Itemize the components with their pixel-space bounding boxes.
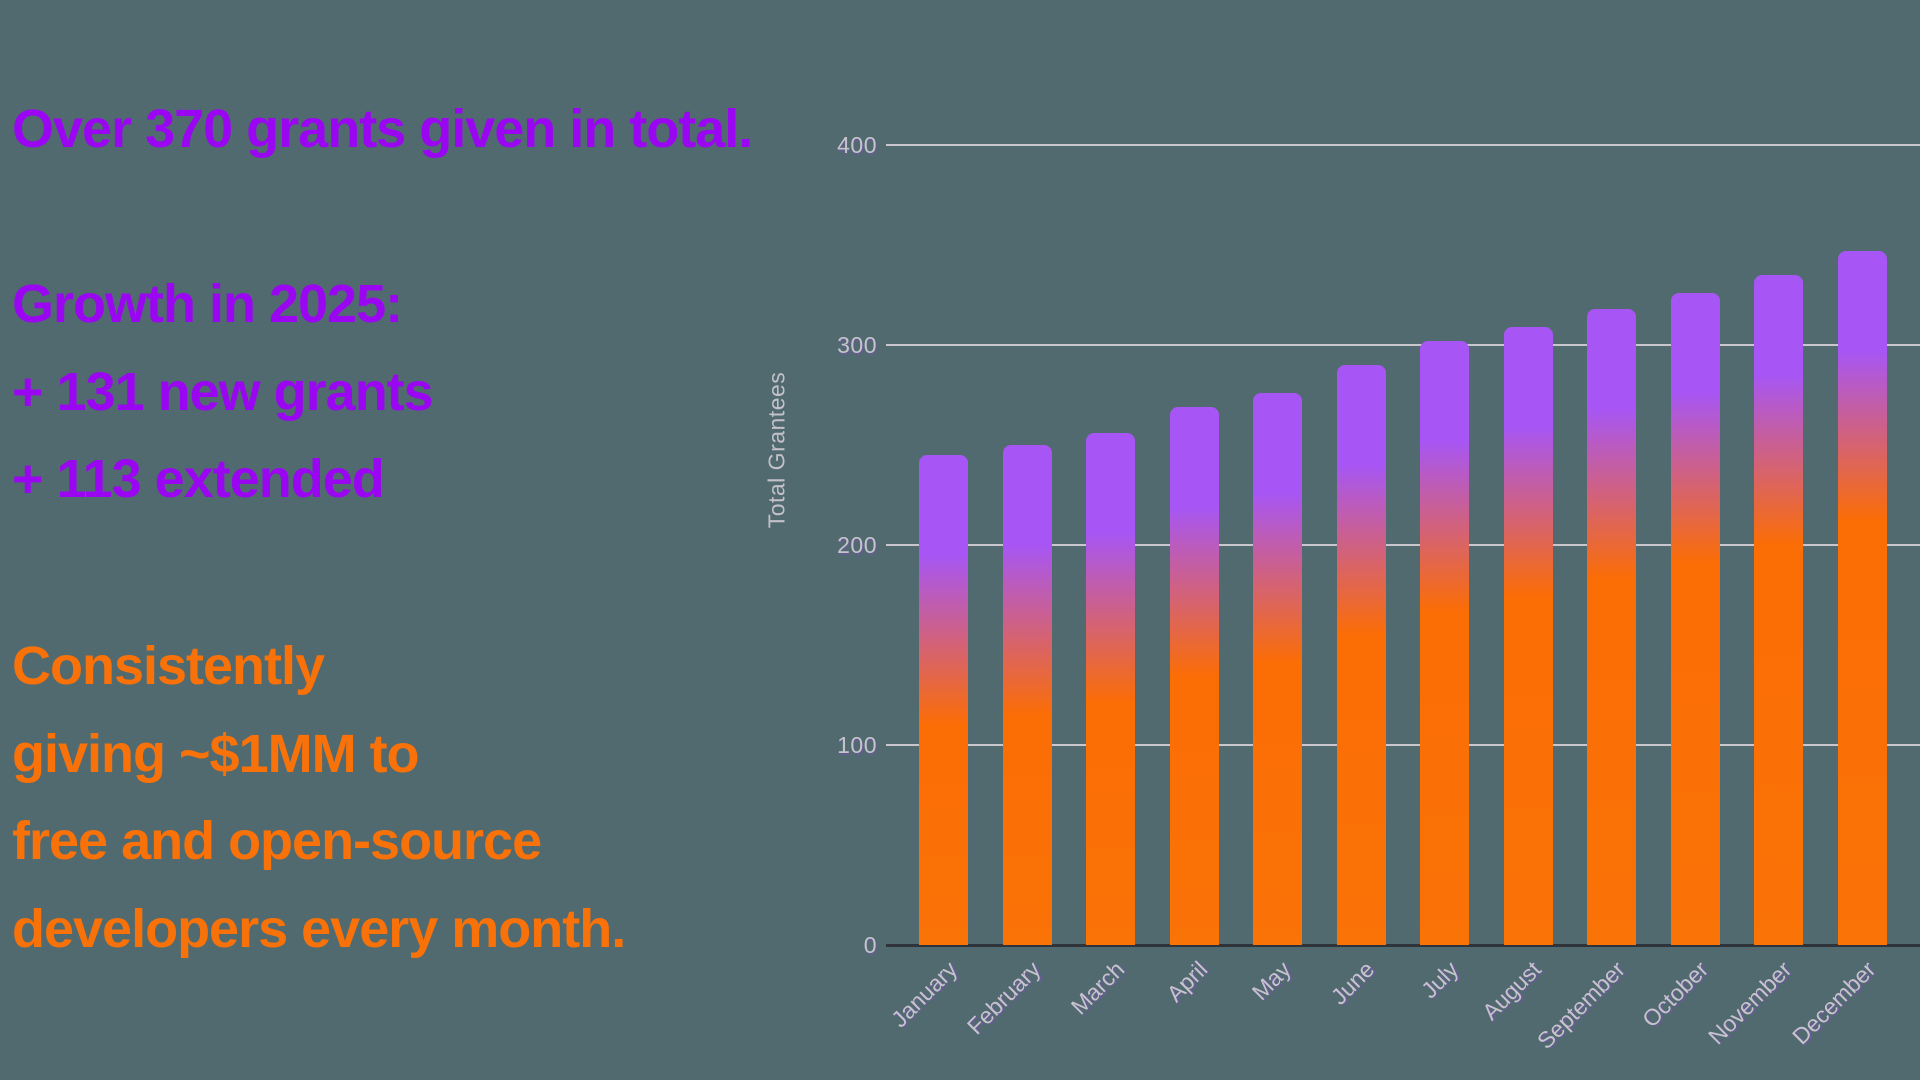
gridline-400 [886,144,1920,146]
stat-line-2: + 131 new grants [12,362,434,422]
x-tick-label-august: August [1477,956,1547,1026]
x-tick-label-may: May [1246,956,1296,1006]
x-tick-label-january: January [885,956,962,1033]
y-tick-label-300: 300 [837,332,877,358]
bar-january [919,455,968,945]
x-tick-label-march: March [1065,956,1129,1020]
x-tick-label-april: April [1161,956,1213,1007]
bar-may [1253,393,1302,945]
x-tick-label-june: June [1325,956,1380,1010]
bar-june [1336,365,1386,945]
x-tick-label-september: September [1531,956,1630,1054]
stat-line-5: giving ~$1MM to [12,724,420,784]
gridline-100 [886,744,1920,746]
bar-march [1086,433,1135,945]
x-tick-label-february: February [961,956,1046,1040]
x-tick-label-december: December [1786,956,1881,1050]
bar-december [1837,251,1887,945]
bar-july [1420,341,1469,945]
stat-line-6: free and open-source [12,811,542,871]
y-tick-label-200: 200 [837,532,877,558]
x-tick-label-july: July [1415,956,1463,1004]
stat-line-4: Consistently [12,636,325,696]
gridline-300 [886,344,1920,346]
y-tick-label-100: 100 [837,732,877,758]
x-axis-line [886,944,1920,947]
stat-line-3: + 113 extended [12,449,385,509]
x-tick-label-november: November [1703,956,1797,1050]
bar-september [1587,309,1636,945]
bar-april [1169,407,1219,945]
y-axis-title: Total Grantees [763,371,790,529]
stat-line-1: Growth in 2025: [12,274,403,334]
bar-october [1670,293,1720,945]
y-tick-label-400: 400 [837,132,877,158]
x-tick-label-october: October [1637,956,1714,1033]
gridline-200 [886,544,1920,546]
bar-august [1503,327,1553,945]
stat-line-7: developers every month. [12,899,626,959]
bar-november [1754,275,1803,945]
bar-february [1002,445,1052,945]
y-tick-label-0: 0 [863,932,877,958]
stat-line-0: Over 370 grants given in total. [12,99,753,159]
